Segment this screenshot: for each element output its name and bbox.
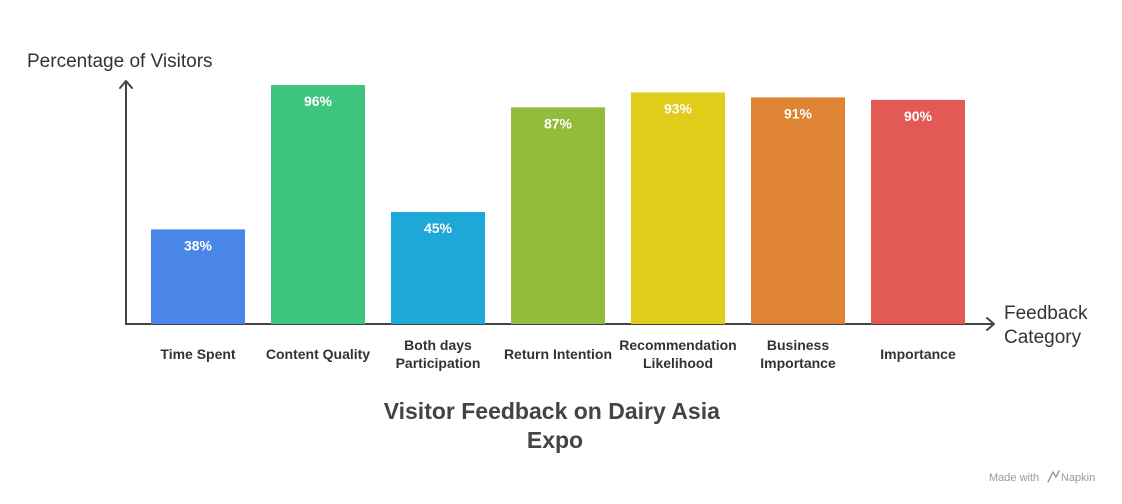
bar-value-label: 90% [904,108,933,124]
category-label: Business Importance [760,337,836,371]
bar [751,97,845,324]
bar-value-label: 45% [424,220,453,236]
bar-value-label: 38% [184,237,213,253]
category-labels-group: Time Spent Content Quality Both days Partic… [160,337,956,371]
category-label-line: Participation [396,355,481,371]
bar [151,229,245,324]
chart-title-line-2: Expo [527,427,583,453]
napkin-logo-icon [1047,470,1060,483]
category-label: Time Spent [160,346,236,362]
bar-value-label: 91% [784,105,813,121]
category-label-line: Importance [760,355,836,371]
category-label-line: Recommendation [619,337,736,353]
bars-group [151,84,965,325]
category-label-line: Likelihood [643,355,713,371]
category-label: Content Quality [266,346,370,362]
watermark-prefix: Made with [989,472,1039,484]
bar-value-label: 93% [664,100,693,116]
bar [631,92,725,325]
value-labels-group: 38% 96% 45% 87% 93% 91% 90% [184,93,933,253]
x-axis-title-line-2: Category [1004,327,1082,348]
chart-title: Visitor Feedback on Dairy Asia Expo [384,398,727,453]
bar [511,107,605,325]
category-label: Recommendation Likelihood [619,337,736,371]
y-axis-title: Percentage of Visitors [27,51,213,72]
category-label-line: Business [767,337,829,353]
category-label-line: Content Quality [266,346,370,362]
category-label: Both days Participation [396,337,481,371]
category-label: Return Intention [504,346,612,362]
napkin-watermark[interactable]: Made with Napkin [989,470,1095,484]
category-label-line: Return Intention [504,346,612,362]
watermark-brand: Napkin [1061,472,1095,484]
x-axis-title-line-1: Feedback [1004,303,1088,324]
category-label-line: Both days [404,337,472,353]
category-label: Importance [880,346,956,362]
chart-title-line-1: Visitor Feedback on Dairy Asia [384,398,720,424]
bar [391,211,485,324]
bar-value-label: 87% [544,115,573,131]
y-axis-arrow-icon [119,80,133,89]
x-axis-title: Feedback Category [1004,303,1093,348]
category-label-line: Time Spent [160,346,236,362]
bar-value-label: 96% [304,93,333,109]
category-label-line: Importance [880,346,956,362]
x-axis-arrow-icon [986,317,995,331]
bar [871,99,965,325]
bar [271,84,365,325]
